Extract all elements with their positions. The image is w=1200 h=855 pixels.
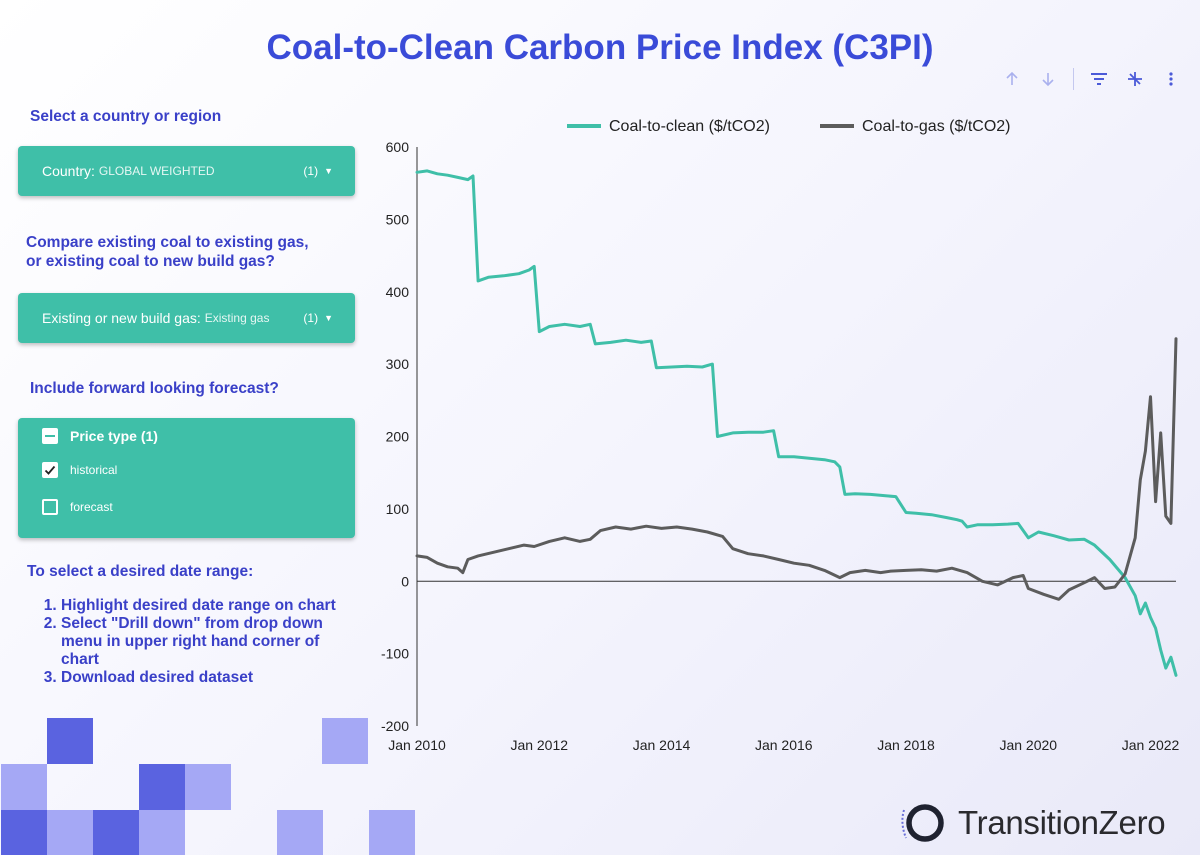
logo-text: TransitionZero — [958, 804, 1166, 841]
country-dropdown-label: Country: — [42, 163, 95, 179]
mosaic-tile — [93, 810, 139, 855]
mosaic-tile — [322, 718, 368, 764]
x-tick-label: Jan 2020 — [999, 737, 1057, 753]
forecast-checkbox[interactable] — [42, 499, 58, 515]
page-title: Coal-to-Clean Carbon Price Index (C3PI) — [266, 28, 934, 67]
y-tick-label: 300 — [386, 356, 410, 372]
historical-checkbox[interactable] — [42, 462, 58, 478]
mosaic-tile — [139, 810, 185, 855]
forecast-label: forecast — [70, 500, 113, 514]
price-type-filter: Price type (1) historical forecast — [18, 418, 355, 538]
instruction-step: Highlight desired date range on chart — [61, 597, 347, 615]
y-tick-label: 200 — [386, 429, 410, 445]
price-type-header[interactable]: Price type (1) — [42, 428, 158, 444]
gas-prompt-line1: Compare existing coal to existing gas, — [26, 234, 309, 251]
series-line — [415, 337, 1178, 601]
mosaic-tile — [1, 810, 47, 855]
gas-type-dropdown[interactable]: Existing or new build gas: Existing gas … — [18, 293, 355, 343]
forecast-prompt: Include forward looking forecast? — [30, 380, 279, 397]
more-vert-icon[interactable] — [1160, 68, 1182, 90]
y-tick-label: -100 — [381, 646, 409, 662]
instruction-step: Download desired dataset — [61, 669, 347, 687]
mosaic-tile — [47, 810, 93, 855]
country-dropdown-count: (1) — [303, 164, 319, 178]
legend-label: Coal-to-gas ($/tCO2) — [862, 118, 1011, 135]
transitionzero-logo: TransitionZero — [898, 798, 1166, 848]
mosaic-tile — [139, 764, 185, 810]
check-icon — [44, 465, 56, 475]
y-tick-label: -200 — [381, 718, 409, 734]
filter-icon[interactable] — [1088, 68, 1110, 90]
gas-dropdown-count: (1) — [303, 311, 319, 325]
price-type-header-label: Price type (1) — [70, 428, 158, 444]
sort-descending-icon[interactable] — [1037, 68, 1059, 90]
y-tick-label: 400 — [386, 284, 410, 300]
country-prompt: Select a country or region — [30, 108, 222, 125]
chevron-down-icon: ▼ — [324, 313, 333, 323]
mosaic-tile — [277, 810, 323, 855]
x-tick-label: Jan 2016 — [755, 737, 813, 753]
y-tick-label: 500 — [386, 211, 410, 227]
x-tick-label: Jan 2014 — [633, 737, 691, 753]
mosaic-tile — [1, 764, 47, 810]
price-type-option-historical[interactable]: historical — [42, 462, 117, 478]
price-type-option-forecast[interactable]: forecast — [42, 499, 113, 515]
y-tick-label: 100 — [386, 501, 410, 517]
mosaic-tile — [185, 764, 231, 810]
price-index-chart[interactable]: 600 500 400 300 200 100 0 -100 -200 Jan 2010 Jan 2… — [362, 100, 1182, 760]
chevron-down-icon: ▼ — [324, 166, 333, 176]
toolbar-divider — [1073, 68, 1074, 90]
legend-label: Coal-to-clean ($/tCO2) — [609, 118, 770, 135]
country-dropdown-value: GLOBAL WEIGHTED — [98, 164, 215, 178]
select-all-checkbox[interactable] — [42, 428, 58, 444]
instructions: To select a desired date range: Highligh… — [27, 563, 347, 687]
series-line — [415, 169, 1178, 677]
gas-prompt-line2: or existing coal to new build gas? — [26, 253, 275, 270]
mosaic-tile — [369, 810, 415, 855]
y-tick-label: 0 — [401, 573, 409, 589]
x-tick-label: Jan 2018 — [877, 737, 935, 753]
x-tick-label: Jan 2012 — [510, 737, 568, 753]
drill-down-icon[interactable] — [1124, 68, 1146, 90]
historical-label: historical — [70, 463, 118, 477]
instructions-heading: To select a desired date range: — [27, 563, 254, 580]
transitionzero-logo-mark — [901, 804, 944, 842]
gas-dropdown-value: Existing gas — [204, 311, 270, 325]
chart-toolbar — [1001, 68, 1182, 90]
gas-dropdown-label: Existing or new build gas: — [42, 310, 201, 326]
mosaic-tile — [47, 718, 93, 764]
instructions-steps: Highlight desired date range on chart Se… — [27, 597, 347, 687]
x-tick-label: Jan 2022 — [1122, 737, 1180, 753]
y-tick-label: 600 — [386, 139, 410, 155]
country-dropdown[interactable]: Country: GLOBAL WEIGHTED (1) ▼ — [18, 146, 355, 196]
gas-prompt: Compare existing coal to existing gas, o… — [26, 233, 309, 271]
instruction-step: Select "Drill down" from drop down menu … — [61, 615, 347, 669]
x-tick-label: Jan 2010 — [388, 737, 446, 753]
sort-ascending-icon[interactable] — [1001, 68, 1023, 90]
